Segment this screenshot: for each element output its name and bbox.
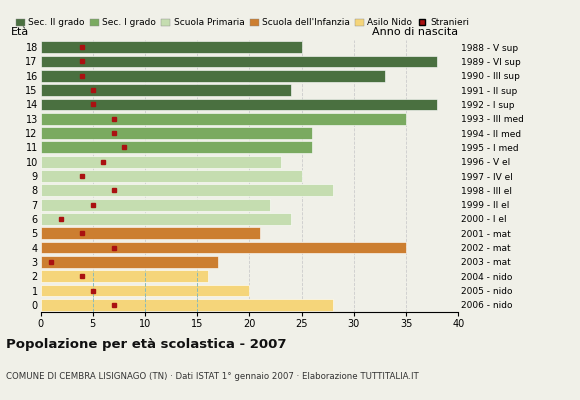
Bar <box>41 41 302 53</box>
Text: Popolazione per età scolastica - 2007: Popolazione per età scolastica - 2007 <box>6 338 287 351</box>
Bar <box>41 84 291 96</box>
Bar <box>41 56 437 67</box>
Bar <box>41 156 281 168</box>
Text: Anno di nascita: Anno di nascita <box>372 27 458 37</box>
Text: Età: Età <box>12 27 30 37</box>
Bar <box>41 270 208 282</box>
Bar <box>41 142 312 153</box>
Text: COMUNE DI CEMBRA LISIGNAGO (TN) · Dati ISTAT 1° gennaio 2007 · Elaborazione TUTT: COMUNE DI CEMBRA LISIGNAGO (TN) · Dati I… <box>6 372 419 381</box>
Bar <box>41 227 260 239</box>
Bar <box>41 70 385 82</box>
Bar <box>41 242 406 254</box>
Bar <box>41 285 249 296</box>
Bar <box>41 98 437 110</box>
Bar <box>41 113 406 125</box>
Legend: Sec. II grado, Sec. I grado, Scuola Primaria, Scuola dell'Infanzia, Asilo Nido, : Sec. II grado, Sec. I grado, Scuola Prim… <box>16 18 469 27</box>
Bar <box>41 213 291 225</box>
Bar <box>41 299 333 311</box>
Bar <box>41 199 270 210</box>
Bar <box>41 127 312 139</box>
Bar <box>41 256 218 268</box>
Bar <box>41 184 333 196</box>
Bar <box>41 170 302 182</box>
